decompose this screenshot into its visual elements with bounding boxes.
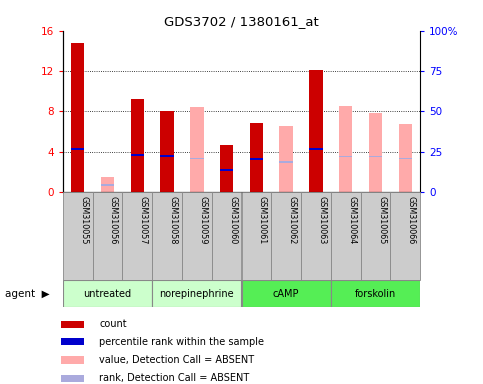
Text: percentile rank within the sample: percentile rank within the sample bbox=[99, 337, 264, 347]
Bar bbox=[280, 161, 293, 162]
Bar bbox=[101, 184, 114, 186]
Text: value, Detection Call = ABSENT: value, Detection Call = ABSENT bbox=[99, 355, 255, 365]
Text: GSM310064: GSM310064 bbox=[347, 195, 356, 244]
Text: GSM310055: GSM310055 bbox=[79, 195, 88, 244]
Text: cAMP: cAMP bbox=[273, 289, 299, 299]
Bar bbox=[61, 338, 85, 345]
Bar bbox=[71, 43, 85, 192]
Bar bbox=[101, 177, 114, 192]
Bar bbox=[250, 158, 263, 160]
Text: GSM310063: GSM310063 bbox=[317, 195, 327, 244]
Bar bbox=[61, 321, 85, 328]
Text: count: count bbox=[99, 319, 127, 329]
Text: agent  ▶: agent ▶ bbox=[5, 289, 49, 299]
Bar bbox=[361, 192, 390, 280]
Bar bbox=[250, 124, 263, 192]
Bar bbox=[271, 192, 301, 280]
Text: norepinephrine: norepinephrine bbox=[159, 289, 234, 299]
Text: GSM310056: GSM310056 bbox=[109, 195, 118, 244]
Bar bbox=[190, 108, 203, 192]
Bar bbox=[242, 192, 271, 280]
Bar bbox=[63, 280, 152, 307]
Bar bbox=[61, 356, 85, 364]
Text: GDS3702 / 1380161_at: GDS3702 / 1380161_at bbox=[164, 15, 319, 28]
Bar bbox=[280, 126, 293, 192]
Bar bbox=[160, 155, 174, 157]
Bar bbox=[71, 148, 85, 150]
Text: GSM310057: GSM310057 bbox=[139, 195, 148, 244]
Text: forskolin: forskolin bbox=[355, 289, 396, 299]
Bar bbox=[152, 192, 182, 280]
Bar bbox=[152, 280, 242, 307]
Bar bbox=[331, 280, 420, 307]
Bar bbox=[398, 124, 412, 192]
Bar bbox=[93, 192, 122, 280]
Text: GSM310061: GSM310061 bbox=[258, 195, 267, 244]
Bar bbox=[331, 192, 361, 280]
Bar bbox=[390, 192, 420, 280]
Bar bbox=[122, 192, 152, 280]
Bar bbox=[369, 156, 382, 157]
Bar bbox=[190, 158, 203, 159]
Text: GSM310062: GSM310062 bbox=[288, 195, 297, 244]
Text: GSM310059: GSM310059 bbox=[199, 195, 207, 244]
Bar bbox=[220, 145, 233, 192]
Bar bbox=[63, 192, 93, 280]
Bar bbox=[339, 106, 353, 192]
Bar bbox=[301, 192, 331, 280]
Bar bbox=[309, 148, 323, 150]
Bar bbox=[130, 99, 144, 192]
Text: rank, Detection Call = ABSENT: rank, Detection Call = ABSENT bbox=[99, 373, 250, 383]
Text: untreated: untreated bbox=[84, 289, 131, 299]
Bar bbox=[339, 156, 353, 157]
Text: GSM310060: GSM310060 bbox=[228, 195, 237, 244]
Bar bbox=[220, 169, 233, 171]
Bar bbox=[160, 111, 174, 192]
Bar bbox=[61, 374, 85, 382]
Bar bbox=[242, 280, 331, 307]
Bar bbox=[212, 192, 242, 280]
Text: GSM310066: GSM310066 bbox=[407, 195, 416, 244]
Bar bbox=[182, 192, 212, 280]
Bar bbox=[369, 113, 382, 192]
Text: GSM310065: GSM310065 bbox=[377, 195, 386, 244]
Text: GSM310058: GSM310058 bbox=[169, 195, 178, 244]
Bar bbox=[130, 154, 144, 156]
Bar bbox=[398, 158, 412, 159]
Bar bbox=[309, 70, 323, 192]
